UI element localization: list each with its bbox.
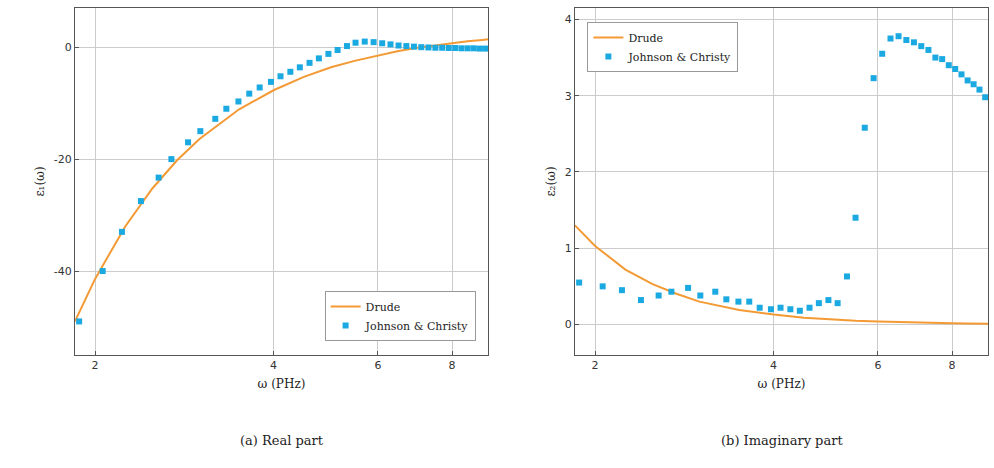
svg-text:6: 6 <box>374 359 381 372</box>
svg-text:(a) Real part: (a) Real part <box>240 433 324 448</box>
svg-text:0: 0 <box>65 41 72 54</box>
svg-text:3: 3 <box>565 90 572 103</box>
svg-text:ε₂(ω): ε₂(ω) <box>544 166 558 196</box>
svg-text:0: 0 <box>565 318 572 331</box>
svg-text:6: 6 <box>874 359 881 372</box>
svg-text:Johnson & Christy: Johnson & Christy <box>627 51 731 64</box>
svg-text:(b) Imaginary part: (b) Imaginary part <box>721 433 843 448</box>
svg-text:2: 2 <box>565 166 572 179</box>
svg-text:ω (PHz): ω (PHz) <box>258 377 306 391</box>
svg-text:-40: -40 <box>54 265 72 278</box>
svg-text:1: 1 <box>565 242 572 255</box>
svg-text:Johnson & Christy: Johnson & Christy <box>365 320 469 333</box>
svg-text:8: 8 <box>949 359 956 372</box>
svg-text:4: 4 <box>565 13 572 26</box>
svg-text:4: 4 <box>770 359 777 372</box>
svg-text:ω (PHz): ω (PHz) <box>758 377 806 391</box>
svg-text:2: 2 <box>92 359 99 372</box>
svg-text:-20: -20 <box>54 153 72 166</box>
svg-text:ε₁(ω): ε₁(ω) <box>33 166 47 196</box>
svg-text:2: 2 <box>592 359 599 372</box>
svg-text:4: 4 <box>270 359 277 372</box>
svg-text:Drude: Drude <box>628 32 663 45</box>
svg-text:Drude: Drude <box>366 301 401 314</box>
svg-text:8: 8 <box>449 359 456 372</box>
